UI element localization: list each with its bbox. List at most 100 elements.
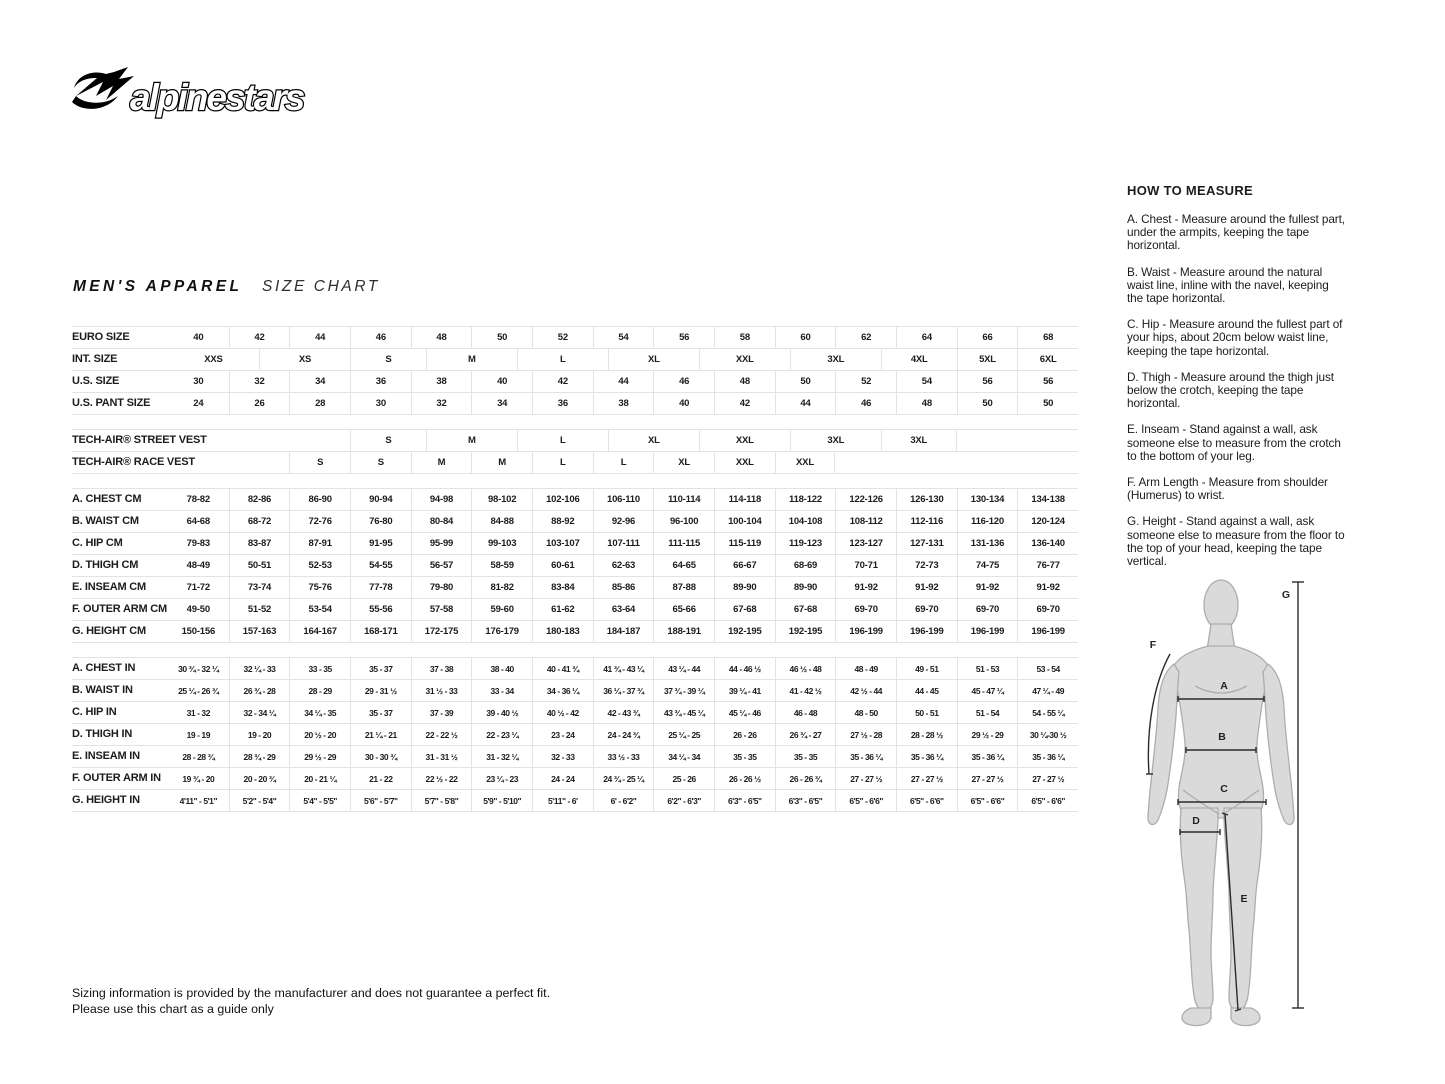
size-cell: 62 bbox=[835, 327, 896, 348]
size-cell: 77-78 bbox=[350, 577, 411, 598]
size-cell: 46 bbox=[350, 327, 411, 348]
size-cell: 31 - 32 ¼ bbox=[471, 746, 532, 767]
size-cell: L bbox=[532, 452, 593, 473]
row-label: C. HIP IN bbox=[72, 706, 117, 719]
size-cell bbox=[168, 452, 289, 473]
measure-instruction-arm: F. Arm Length - Measure from shoulder (H… bbox=[1127, 475, 1328, 503]
row-cells: S M L XL XXL 3XL 3XL bbox=[168, 430, 1078, 451]
size-cell: 83-84 bbox=[532, 577, 593, 598]
size-cell: 119-123 bbox=[774, 533, 836, 554]
table-row: G. HEIGHT CM 150-156 157-163 164-167 168-171… bbox=[72, 621, 1078, 643]
size-cell: 62-63 bbox=[592, 555, 654, 576]
size-cell: 68 bbox=[1017, 327, 1078, 348]
size-cell: 112-116 bbox=[896, 511, 957, 532]
size-cell: 131-136 bbox=[956, 533, 1018, 554]
size-cell: XL bbox=[607, 430, 699, 451]
size-cell: 55-56 bbox=[350, 599, 411, 620]
size-cell: 30 bbox=[350, 393, 411, 414]
row-cells: 71-72 73-74 75-76 77-78 79-80 81-82 83-84 85-86… bbox=[168, 577, 1078, 598]
size-cell: XXL bbox=[714, 452, 775, 473]
size-cell: 31 ½ - 33 bbox=[410, 680, 472, 701]
size-cell: 47 ¼ - 49 bbox=[1017, 680, 1078, 701]
size-cell: 41 ¾ - 43 ¼ bbox=[592, 658, 654, 679]
size-cell: 21 - 22 bbox=[350, 768, 411, 789]
size-cell: XL bbox=[607, 349, 699, 370]
size-cell: 51 - 54 bbox=[956, 702, 1018, 723]
table-row: F. OUTER ARM CM 49-50 51-52 53-54 55-56 57-58… bbox=[72, 599, 1078, 621]
size-cell: 69-70 bbox=[1017, 599, 1078, 620]
size-cell: M bbox=[410, 452, 472, 473]
size-cell: 66-67 bbox=[714, 555, 775, 576]
size-cell: 116-120 bbox=[956, 511, 1018, 532]
how-to-measure-heading: HOW TO MEASURE bbox=[1127, 183, 1254, 198]
size-cell: 33 - 34 bbox=[471, 680, 532, 701]
body-measurement-figure: A B C D E F G bbox=[1146, 579, 1304, 1027]
size-cell: 42 bbox=[532, 371, 593, 392]
size-cell: 110-114 bbox=[653, 489, 714, 510]
size-cell: 26 - 26 bbox=[714, 724, 775, 745]
size-cell: 20 ½ - 20 bbox=[289, 724, 350, 745]
size-cell: 100-104 bbox=[714, 511, 775, 532]
size-cell: 35 - 36 ¼ bbox=[1017, 746, 1078, 767]
size-cell: 3XL bbox=[789, 430, 881, 451]
disclaimer-line-1: Sizing information is provided by the ma… bbox=[72, 986, 551, 1000]
size-cell: 29 - 31 ½ bbox=[350, 680, 411, 701]
size-cell: 54 bbox=[896, 371, 957, 392]
size-cell: 89-90 bbox=[714, 577, 775, 598]
size-cell: 53 - 54 bbox=[1017, 658, 1078, 679]
size-cell: 64 bbox=[896, 327, 957, 348]
size-cell: 82-86 bbox=[228, 489, 290, 510]
size-cell: 88-92 bbox=[532, 511, 593, 532]
size-cell: 6'5" - 6'6" bbox=[896, 790, 957, 811]
row-label: F. OUTER ARM CM bbox=[72, 603, 167, 616]
size-cell: 176-179 bbox=[471, 621, 532, 642]
size-cell: 40 ½ - 42 bbox=[532, 702, 593, 723]
size-cell: 4'11" - 5'1" bbox=[179, 795, 218, 806]
size-cell: 54 bbox=[592, 327, 654, 348]
size-cell: 22 ½ - 22 bbox=[410, 768, 472, 789]
size-cell: 49 - 51 bbox=[896, 658, 957, 679]
size-cell: 68-69 bbox=[774, 555, 836, 576]
size-cell: 38 bbox=[592, 393, 654, 414]
row-cells: 49-50 51-52 53-54 55-56 57-58 59-60 61-62 63-64… bbox=[168, 599, 1078, 620]
title-primary: MEN'S APPAREL bbox=[73, 278, 243, 295]
size-cell: 42 bbox=[228, 327, 290, 348]
size-cell: 180-183 bbox=[532, 621, 593, 642]
page-title: MEN'S APPAREL SIZE CHART bbox=[73, 278, 380, 296]
size-cell: 4XL bbox=[880, 349, 957, 370]
size-cell: 46 bbox=[653, 371, 714, 392]
chest-measure-line bbox=[1177, 696, 1265, 702]
size-cell: 50-51 bbox=[228, 555, 290, 576]
size-cell: 6'5" - 6'6" bbox=[1017, 790, 1078, 811]
size-cell: L bbox=[516, 430, 608, 451]
table-group-tech_air: TECH-AIR® STREET VEST S M L XL XXL 3XL 3XL TECH-… bbox=[72, 429, 1078, 474]
size-cell: 83-87 bbox=[228, 533, 290, 554]
row-label: TECH-AIR® RACE VEST bbox=[72, 456, 195, 469]
size-cell: 72-76 bbox=[289, 511, 350, 532]
row-cells: 48-49 50-51 52-53 54-55 56-57 58-59 60-61 62-63… bbox=[168, 555, 1078, 576]
size-cell: 42 - 43 ¾ bbox=[592, 702, 654, 723]
row-cells: 64-68 68-72 72-76 76-80 80-84 84-88 88-92 92-96… bbox=[168, 511, 1078, 532]
size-cell: 27 - 27 ½ bbox=[956, 768, 1018, 789]
size-cell: 22 - 23 ¼ bbox=[471, 724, 532, 745]
figure-label-thigh: D bbox=[1192, 815, 1200, 827]
size-cell: 28 ¾ - 29 bbox=[228, 746, 290, 767]
waist-measure-line bbox=[1185, 747, 1257, 753]
size-cell: 196-199 bbox=[956, 621, 1018, 642]
size-cell: 52 bbox=[835, 371, 896, 392]
size-cell: S bbox=[350, 452, 411, 473]
size-cell: 184-187 bbox=[592, 621, 654, 642]
size-cell: 26 - 26 ½ bbox=[714, 768, 775, 789]
measure-instruction-inseam: E. Inseam - Stand against a wall, ask so… bbox=[1127, 422, 1341, 463]
size-cell: 28 - 28 ½ bbox=[896, 724, 957, 745]
size-cell: 92-96 bbox=[592, 511, 654, 532]
size-cell: 53-54 bbox=[289, 599, 350, 620]
size-cell: 33 ½ - 33 bbox=[592, 746, 654, 767]
size-cell: 50 bbox=[471, 327, 532, 348]
size-cell: 37 - 38 bbox=[410, 658, 472, 679]
alpinestars-logo: alpinestars bbox=[72, 67, 308, 119]
row-label: A. CHEST CM bbox=[72, 493, 142, 506]
size-cell: 111-115 bbox=[653, 533, 714, 554]
size-cell: 6'2" - 6'3" bbox=[653, 790, 714, 811]
size-cell: 58-59 bbox=[471, 555, 532, 576]
